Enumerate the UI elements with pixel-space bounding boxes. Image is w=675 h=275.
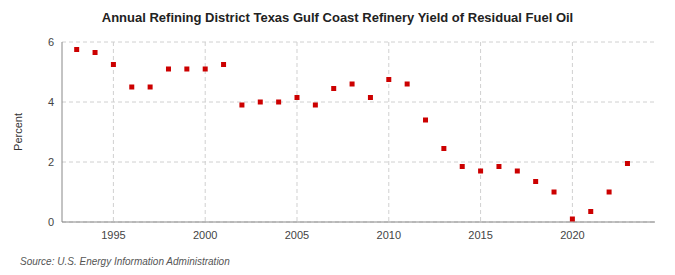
- y-axis-line: [62, 42, 63, 222]
- y-grid-line: [62, 222, 655, 223]
- point: [203, 67, 208, 72]
- point: [258, 100, 263, 105]
- y-axis-label: Percent: [12, 113, 24, 151]
- point: [368, 95, 373, 100]
- x-grid-line: [296, 42, 297, 222]
- point: [239, 103, 244, 108]
- point: [129, 85, 134, 90]
- point: [588, 209, 593, 214]
- point: [515, 169, 520, 174]
- point: [111, 62, 116, 67]
- point: [625, 161, 630, 166]
- source-note: Source: U.S. Energy Information Administ…: [20, 256, 230, 267]
- point: [294, 95, 299, 100]
- point: [148, 85, 153, 90]
- y-tick-label: 6: [48, 36, 54, 48]
- y-tick-label: 0: [48, 216, 54, 228]
- title: Annual Refining District Texas Gulf Coas…: [102, 10, 573, 25]
- point: [221, 62, 226, 67]
- point: [276, 100, 281, 105]
- x-axis-line: [62, 222, 655, 223]
- point: [607, 190, 612, 195]
- point: [533, 179, 538, 184]
- y-grid-line: [62, 102, 655, 103]
- point: [478, 169, 483, 174]
- point: [460, 164, 465, 169]
- x-grid-line: [480, 42, 481, 222]
- point: [74, 47, 79, 52]
- x-tick-label: 2015: [468, 229, 492, 241]
- point: [570, 217, 575, 222]
- point: [496, 164, 501, 169]
- grid: [62, 42, 655, 222]
- point: [313, 103, 318, 108]
- point: [166, 67, 171, 72]
- x-grid-line: [388, 42, 389, 222]
- point: [552, 190, 557, 195]
- x-tick-label: 1995: [101, 229, 125, 241]
- y-grid-line: [62, 42, 655, 43]
- point: [423, 118, 428, 123]
- y-grid-line: [62, 162, 655, 163]
- x-grid-line: [572, 42, 573, 222]
- point: [350, 82, 355, 87]
- y-tick-label: 2: [48, 156, 54, 168]
- point: [441, 146, 446, 151]
- x-tick-label: 2010: [377, 229, 401, 241]
- point: [184, 67, 189, 72]
- point: [386, 77, 391, 82]
- points: [74, 47, 630, 222]
- x-tick-label: 2000: [193, 229, 217, 241]
- point: [331, 86, 336, 91]
- x-tick-label: 2020: [560, 229, 584, 241]
- y-tick-label: 4: [48, 96, 54, 108]
- x-grid-line: [113, 42, 114, 222]
- chart: 0 2 4 6 1995 2000 2005 2010 2015 2020 Annual Refin…: [0, 0, 675, 275]
- point: [93, 50, 98, 55]
- x-tick-label: 2005: [285, 229, 309, 241]
- point: [405, 82, 410, 87]
